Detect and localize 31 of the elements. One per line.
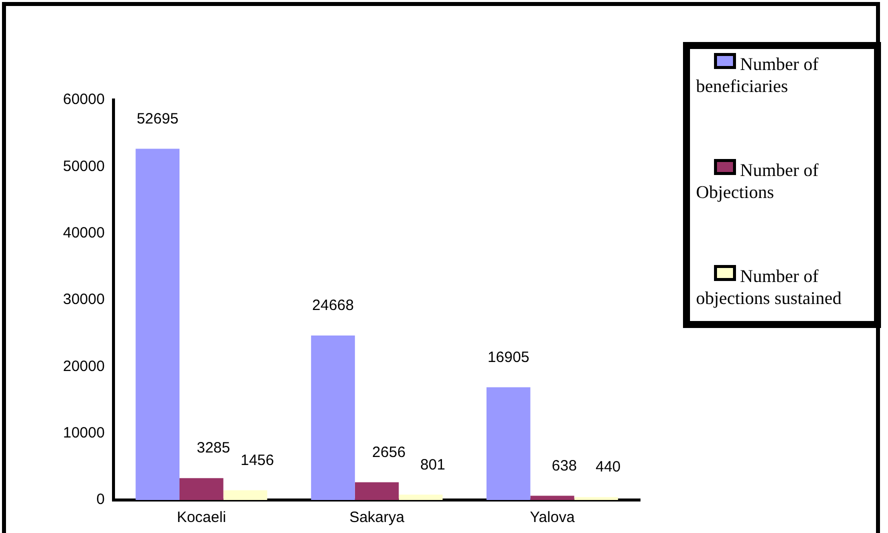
data-label: 24668 bbox=[312, 297, 354, 314]
data-label: 638 bbox=[552, 457, 577, 474]
bar bbox=[311, 336, 355, 500]
legend-label: Number of beneficiaries bbox=[696, 53, 820, 97]
data-label: 2656 bbox=[372, 444, 406, 461]
bar bbox=[398, 494, 443, 500]
data-label: 3285 bbox=[196, 440, 230, 457]
legend-label: Number of Objections bbox=[696, 159, 820, 203]
y-tick-label: 10000 bbox=[62, 424, 105, 442]
data-label: 16905 bbox=[488, 348, 530, 366]
bar bbox=[223, 490, 268, 500]
y-tick-label: 20000 bbox=[62, 358, 105, 375]
bar bbox=[530, 496, 574, 500]
y-tick-label: 40000 bbox=[62, 224, 105, 242]
data-label: 801 bbox=[420, 456, 446, 474]
bar bbox=[180, 478, 224, 500]
bar bbox=[354, 482, 399, 500]
data-label: 440 bbox=[596, 458, 621, 476]
legend-label: Number of objections sustained bbox=[696, 265, 842, 309]
bar bbox=[574, 497, 618, 500]
y-tick-label: 60000 bbox=[62, 91, 105, 108]
x-tick-label: Yalova bbox=[530, 509, 576, 526]
x-tick-label: Sakarya bbox=[349, 509, 406, 526]
data-label: 1456 bbox=[240, 452, 274, 469]
data-label: 52695 bbox=[136, 110, 178, 128]
bar bbox=[136, 148, 180, 500]
y-tick-label: 0 bbox=[96, 491, 105, 508]
y-tick-label: 50000 bbox=[62, 158, 105, 175]
y-tick-label: 30000 bbox=[62, 291, 105, 308]
bar bbox=[486, 387, 530, 500]
x-tick-label: Kocaeli bbox=[176, 509, 226, 526]
